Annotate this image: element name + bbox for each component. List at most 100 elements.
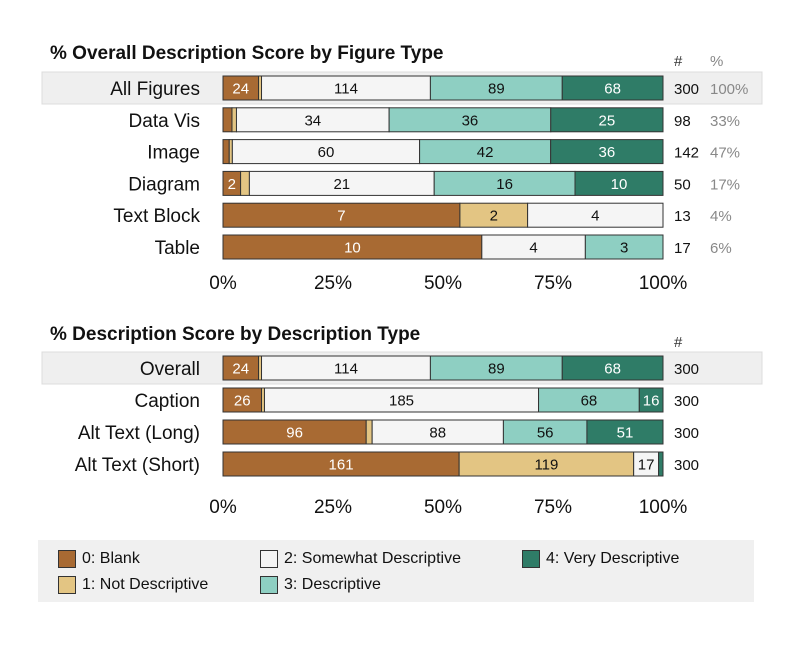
legend-item-somewhat-descriptive: 2: Somewhat Descriptive — [260, 548, 461, 570]
legend: 0: Blank 1: Not Descriptive 2: Somewhat … — [38, 540, 754, 602]
bar-segment-data-vis-level-0 — [222, 107, 233, 133]
total-count-text-block: 13 — [674, 208, 691, 225]
data-label-alt-text-short-level-0: 161 — [329, 457, 354, 474]
data-label-table-level-0: 10 — [344, 240, 361, 257]
total-count-diagram: 50 — [674, 176, 691, 193]
legend-swatch-descriptive — [260, 576, 278, 594]
bar-segment-text-block-level-1 — [459, 202, 529, 228]
description-type-chart-title: % Description Score by Description Type — [50, 324, 420, 345]
bar-segment-overall-level-0 — [222, 355, 260, 381]
bar-segment-caption-level-3 — [538, 387, 640, 413]
bar-segment-alt-text-short-level-0 — [222, 451, 460, 477]
bar-segment-image-level-0 — [222, 139, 230, 165]
legend-swatch-very-descriptive — [522, 550, 540, 568]
category-label-alt-text-long: Alt Text (Long) — [78, 423, 200, 444]
data-label-data-vis-level-3: 36 — [462, 112, 479, 129]
data-label-diagram-level-0: 2 — [228, 176, 236, 193]
data-label-alt-text-long-level-3: 56 — [537, 425, 554, 442]
bar-segment-alt-text-short-level-4 — [658, 451, 664, 477]
percent-share-text-block: 4% — [710, 208, 732, 225]
chart-canvas: % Overall Description Score by Figure Ty… — [41, 43, 763, 518]
legend-label-somewhat-descriptive: 2: Somewhat Descriptive — [284, 550, 461, 567]
percent-share-data-vis: 33% — [710, 113, 740, 130]
data-label-diagram-level-2: 21 — [333, 176, 350, 193]
bar-segment-overall-level-3 — [429, 355, 563, 381]
bar-segment-all-figures-level-4 — [561, 75, 664, 101]
data-label-caption-level-3: 68 — [581, 393, 598, 410]
category-label-diagram: Diagram — [128, 174, 200, 195]
total-count-alt-text-short: 300 — [674, 457, 699, 474]
bar-segment-diagram-level-1 — [240, 170, 250, 196]
total-count-data-vis: 98 — [674, 113, 691, 130]
bar-segment-caption-level-0 — [222, 387, 263, 413]
total-count-all-figures: 300 — [674, 81, 699, 98]
description-type-x-tick-100: 100% — [639, 497, 688, 518]
total-count-alt-text-long: 300 — [674, 425, 699, 442]
bar-segment-caption-level-2 — [263, 387, 540, 413]
legend-label-very-descriptive: 4: Very Descriptive — [546, 550, 680, 567]
bar-segment-caption-level-4 — [638, 387, 664, 413]
data-label-image-level-2: 60 — [318, 144, 335, 161]
legend-swatch-somewhat-descriptive — [260, 550, 278, 568]
category-label-text-block: Text Block — [113, 206, 200, 227]
figure-type-x-tick-75: 75% — [534, 273, 572, 294]
description-type-count-header: # — [674, 334, 683, 351]
data-label-all-figures-level-2: 114 — [334, 81, 358, 98]
legend-item-descriptive: 3: Descriptive — [260, 574, 381, 596]
data-label-alt-text-long-level-2: 88 — [429, 425, 446, 442]
data-label-alt-text-short-level-1: 119 — [534, 457, 558, 474]
data-label-alt-text-short-level-2: 17 — [638, 457, 655, 474]
data-label-text-block-level-1: 2 — [490, 208, 498, 225]
data-label-caption-level-4: 16 — [643, 393, 660, 410]
bar-segment-table-level-2 — [481, 234, 586, 260]
data-label-all-figures-level-4: 68 — [604, 81, 621, 98]
category-label-caption: Caption — [135, 391, 201, 412]
data-label-diagram-level-3: 16 — [496, 176, 513, 193]
figure-type-count-header: # — [674, 53, 683, 70]
bar-segment-data-vis-level-2 — [235, 107, 390, 133]
category-label-all-figures: All Figures — [110, 79, 200, 100]
data-label-image-level-3: 42 — [477, 144, 494, 161]
data-label-all-figures-level-3: 89 — [488, 81, 505, 98]
bar-segment-all-figures-level-0 — [222, 75, 260, 101]
bar-segment-data-vis-level-1 — [231, 107, 237, 133]
bar-segment-alt-text-long-level-1 — [365, 419, 373, 445]
data-label-diagram-level-4: 10 — [611, 176, 628, 193]
data-label-table-level-3: 3 — [620, 240, 628, 257]
bar-segment-diagram-level-3 — [433, 170, 576, 196]
category-label-alt-text-short: Alt Text (Short) — [75, 455, 200, 476]
category-label-image: Image — [147, 143, 200, 164]
category-label-data-vis: Data Vis — [129, 111, 200, 132]
total-count-caption: 300 — [674, 393, 699, 410]
data-label-alt-text-long-level-4: 51 — [617, 425, 634, 442]
data-label-all-figures-level-0: 24 — [232, 81, 249, 98]
figure-type-x-tick-0: 0% — [209, 273, 237, 294]
description-type-x-tick-50: 50% — [424, 497, 462, 518]
legend-label-blank: 0: Blank — [82, 550, 140, 567]
bar-segment-alt-text-short-level-1 — [458, 451, 635, 477]
data-label-data-vis-level-2: 34 — [304, 112, 321, 129]
bar-segment-image-level-2 — [231, 139, 421, 165]
figure-type-x-tick-100: 100% — [639, 273, 688, 294]
percent-share-table: 6% — [710, 240, 732, 257]
data-label-text-block-level-0: 7 — [337, 208, 345, 225]
category-label-table: Table — [155, 238, 200, 259]
percent-share-image: 47% — [710, 145, 740, 162]
total-count-table: 17 — [674, 240, 691, 257]
legend-swatch-blank — [58, 550, 76, 568]
bar-segment-data-vis-level-3 — [388, 107, 552, 133]
bar-segment-image-level-4 — [550, 139, 664, 165]
data-label-data-vis-level-4: 25 — [599, 112, 616, 129]
bar-segment-overall-level-4 — [561, 355, 664, 381]
description-type-x-tick-25: 25% — [314, 497, 352, 518]
legend-swatch-not-descriptive — [58, 576, 76, 594]
legend-label-not-descriptive: 1: Not Descriptive — [82, 576, 209, 593]
total-count-overall: 300 — [674, 361, 699, 378]
figure-type-x-tick-25: 25% — [314, 273, 352, 294]
total-count-image: 142 — [674, 145, 699, 162]
data-label-overall-level-4: 68 — [604, 361, 621, 378]
data-label-caption-level-0: 26 — [234, 393, 251, 410]
bar-segment-alt-text-long-level-4 — [586, 419, 664, 445]
figure-type-percent-header: % — [710, 53, 723, 70]
